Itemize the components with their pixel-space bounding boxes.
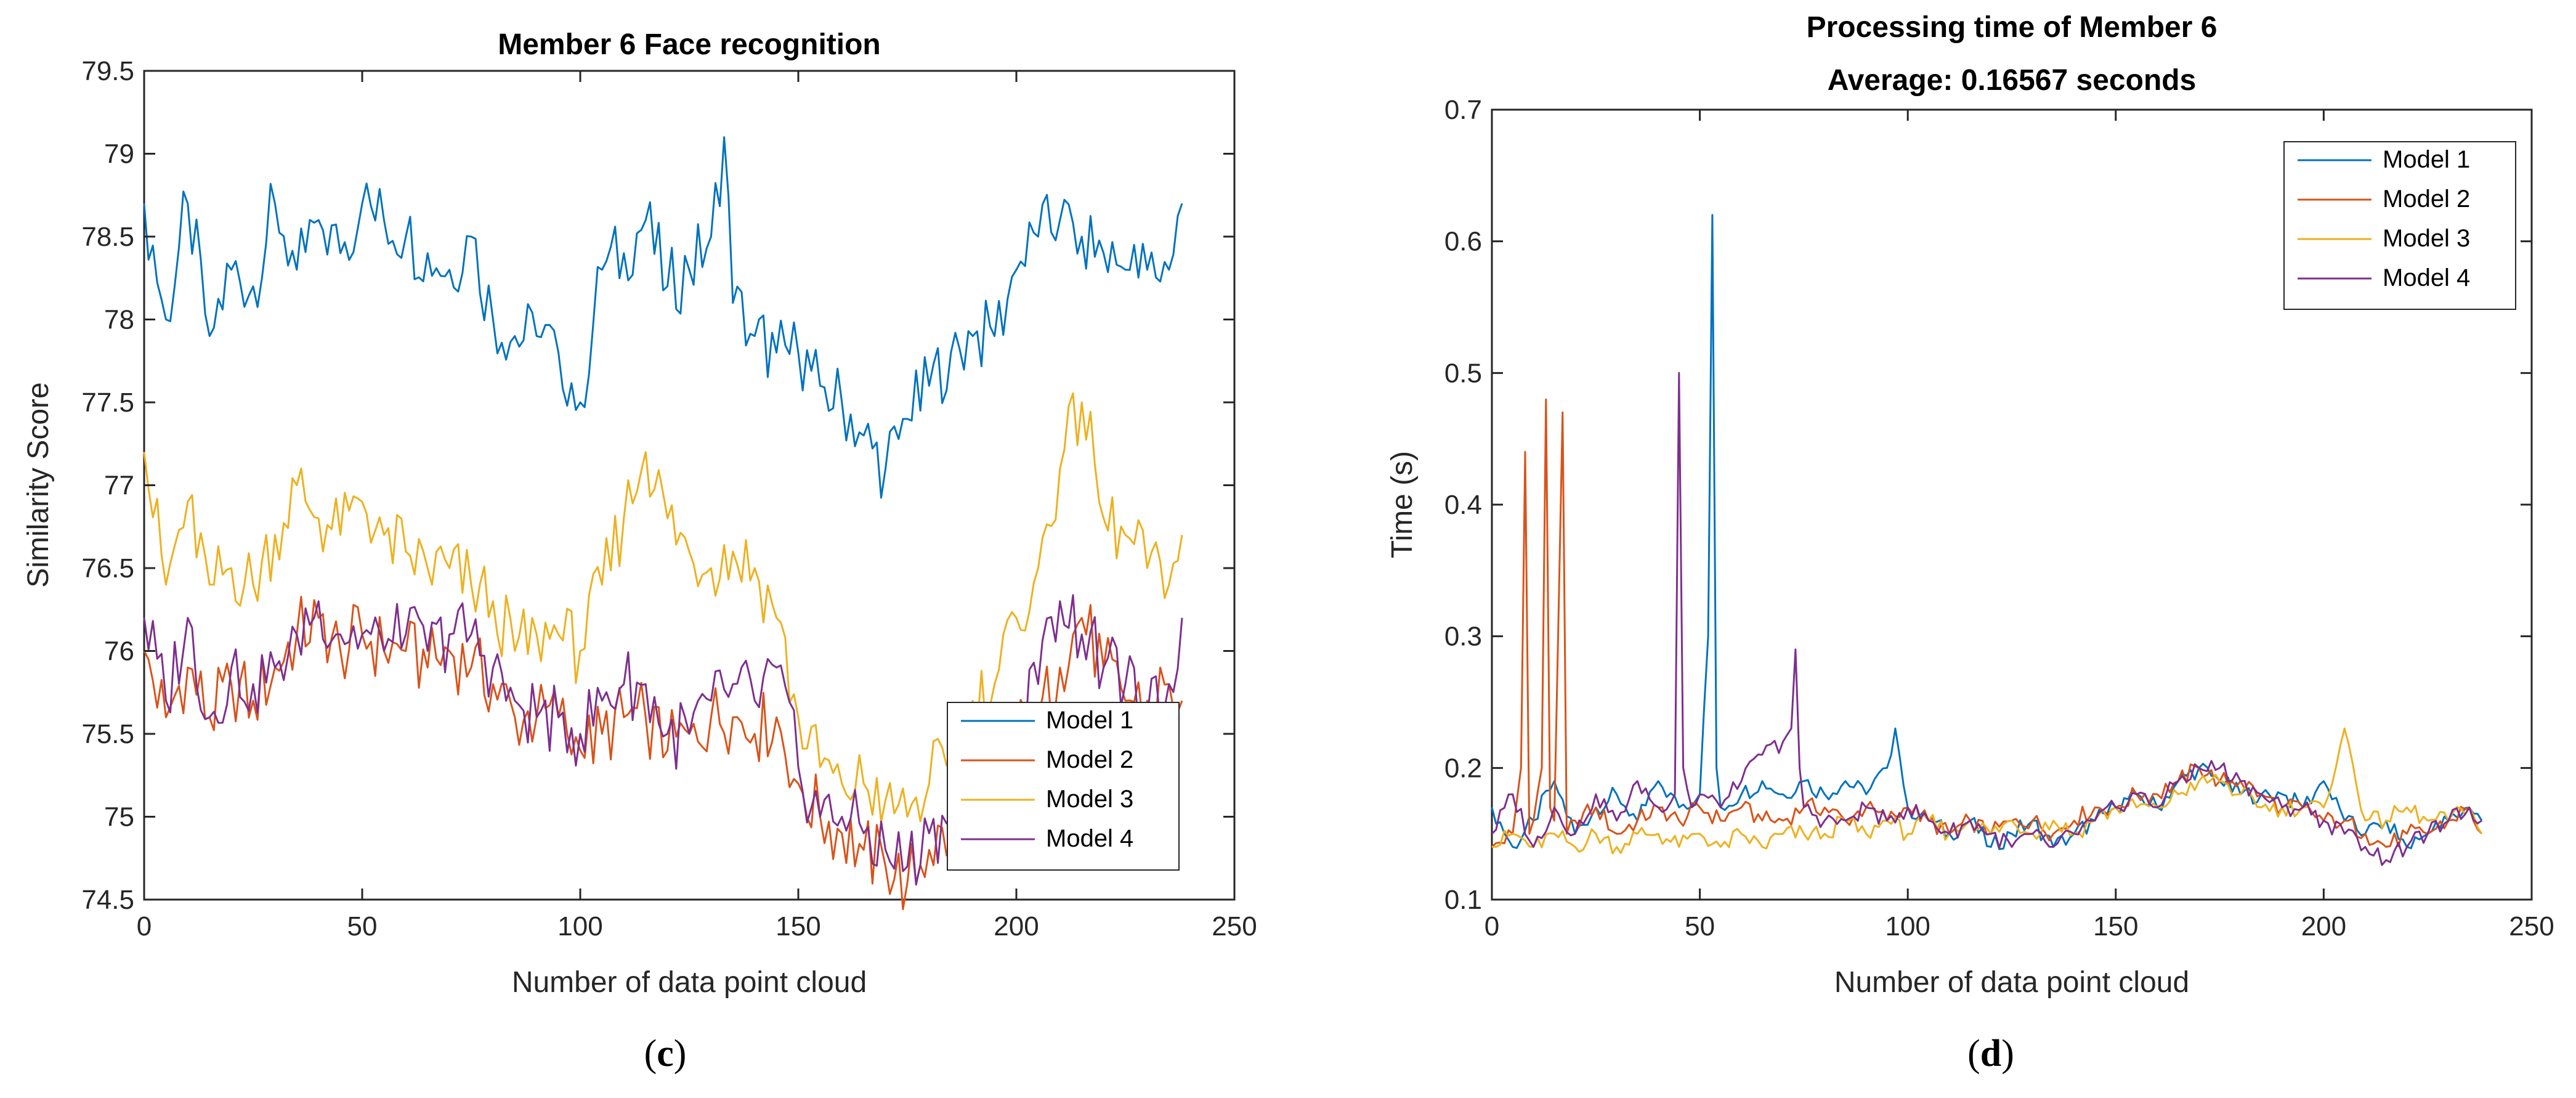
x-tick-label-d: 50 (1685, 911, 1715, 941)
x-tick-label-d: 200 (2301, 911, 2346, 941)
y-tick-label-d: 0.4 (1444, 490, 1482, 520)
y-tick-label-c: 79 (104, 139, 134, 169)
x-tick-label-d: 0 (1484, 911, 1499, 941)
legend-box-c (947, 702, 1180, 871)
legend-d: Model 1 Model 2 Model 3 Model 4 (2283, 141, 2516, 310)
y-tick-label-c: 76.5 (81, 553, 134, 584)
y-tick-label-d: 0.2 (1444, 753, 1482, 783)
y-tick-label-d: 0.7 (1444, 95, 1482, 125)
caption-c: (c) (644, 1033, 687, 1075)
x-axis-label-d: Number of data point cloud (1834, 966, 2189, 999)
legend-label-c-model-1: Model 1 (1046, 707, 1133, 734)
x-tick-label-d: 150 (2093, 911, 2138, 941)
chart-title-d: Processing time of Member 6 (1807, 11, 2218, 44)
y-tick-label-d: 0.5 (1444, 358, 1482, 388)
chart-panel-d: 0 50 100 150 200 250 0.1 0.2 0.3 0.4 0.5 0.6 0.7 Pro… (1386, 11, 2554, 1075)
y-axis-label-c: Similarity Score (22, 382, 55, 587)
y-tick-label-c: 75.5 (81, 719, 134, 749)
y-tick-label-c: 76 (104, 636, 134, 667)
x-tick-label-c: 200 (994, 911, 1039, 941)
legend-c: Model 1 Model 2 Model 3 Model 4 (947, 702, 1180, 871)
y-tick-label-d: 0.1 (1444, 885, 1482, 915)
x-tick-label-c: 0 (137, 911, 152, 941)
y-tick-label-d: 0.6 (1444, 227, 1482, 257)
legend-box-d (2283, 141, 2516, 310)
y-tick-label-c: 78.5 (81, 222, 134, 252)
x-tick-label-c: 100 (557, 911, 602, 941)
x-tick-label-d: 250 (2509, 911, 2554, 941)
chart-subtitle-d: Average: 0.16567 seconds (1828, 64, 2197, 97)
chart-panel-c: 0 50 100 150 200 250 74.5 75 75.5 76 76.5 77 77.5 78 7… (22, 28, 1257, 1075)
caption-d: (d) (1967, 1033, 2014, 1075)
y-tick-label-c: 74.5 (81, 885, 134, 915)
series-line-c-model-3 (143, 392, 1183, 823)
chart-title-c: Member 6 Face recognition (498, 28, 881, 61)
y-axis-label-d: Time (s) (1386, 451, 1419, 558)
legend-label-c-model-2: Model 2 (1046, 746, 1133, 773)
legend-label-c-model-3: Model 3 (1046, 786, 1133, 813)
legend-label-d-model-1: Model 1 (2383, 146, 2470, 173)
y-tick-label-c: 77 (104, 471, 134, 501)
y-tick-label-c: 78 (104, 305, 134, 335)
legend-label-c-model-4: Model 4 (1046, 825, 1133, 852)
y-tick-label-c: 79.5 (81, 56, 134, 86)
series-line-d-model-4 (1491, 372, 2482, 866)
legend-label-d-model-4: Model 4 (2383, 264, 2470, 291)
legend-label-d-model-3: Model 3 (2383, 225, 2470, 252)
x-axis-label-c: Number of data point cloud (512, 966, 867, 999)
x-tick-label-c: 150 (776, 911, 820, 941)
y-tick-label-d: 0.3 (1444, 622, 1482, 652)
y-tick-label-c: 75 (104, 802, 134, 832)
x-tick-label-d: 100 (1885, 911, 1930, 941)
series-line-d-model-1 (1491, 214, 2483, 850)
x-tick-label-c: 250 (1212, 911, 1257, 941)
x-tick-label-c: 50 (347, 911, 378, 941)
legend-label-d-model-2: Model 2 (2383, 185, 2470, 213)
series-line-c-model-1 (143, 136, 1183, 499)
series-line-d-model-3 (1491, 727, 2483, 855)
y-tick-label-c: 77.5 (81, 388, 134, 418)
